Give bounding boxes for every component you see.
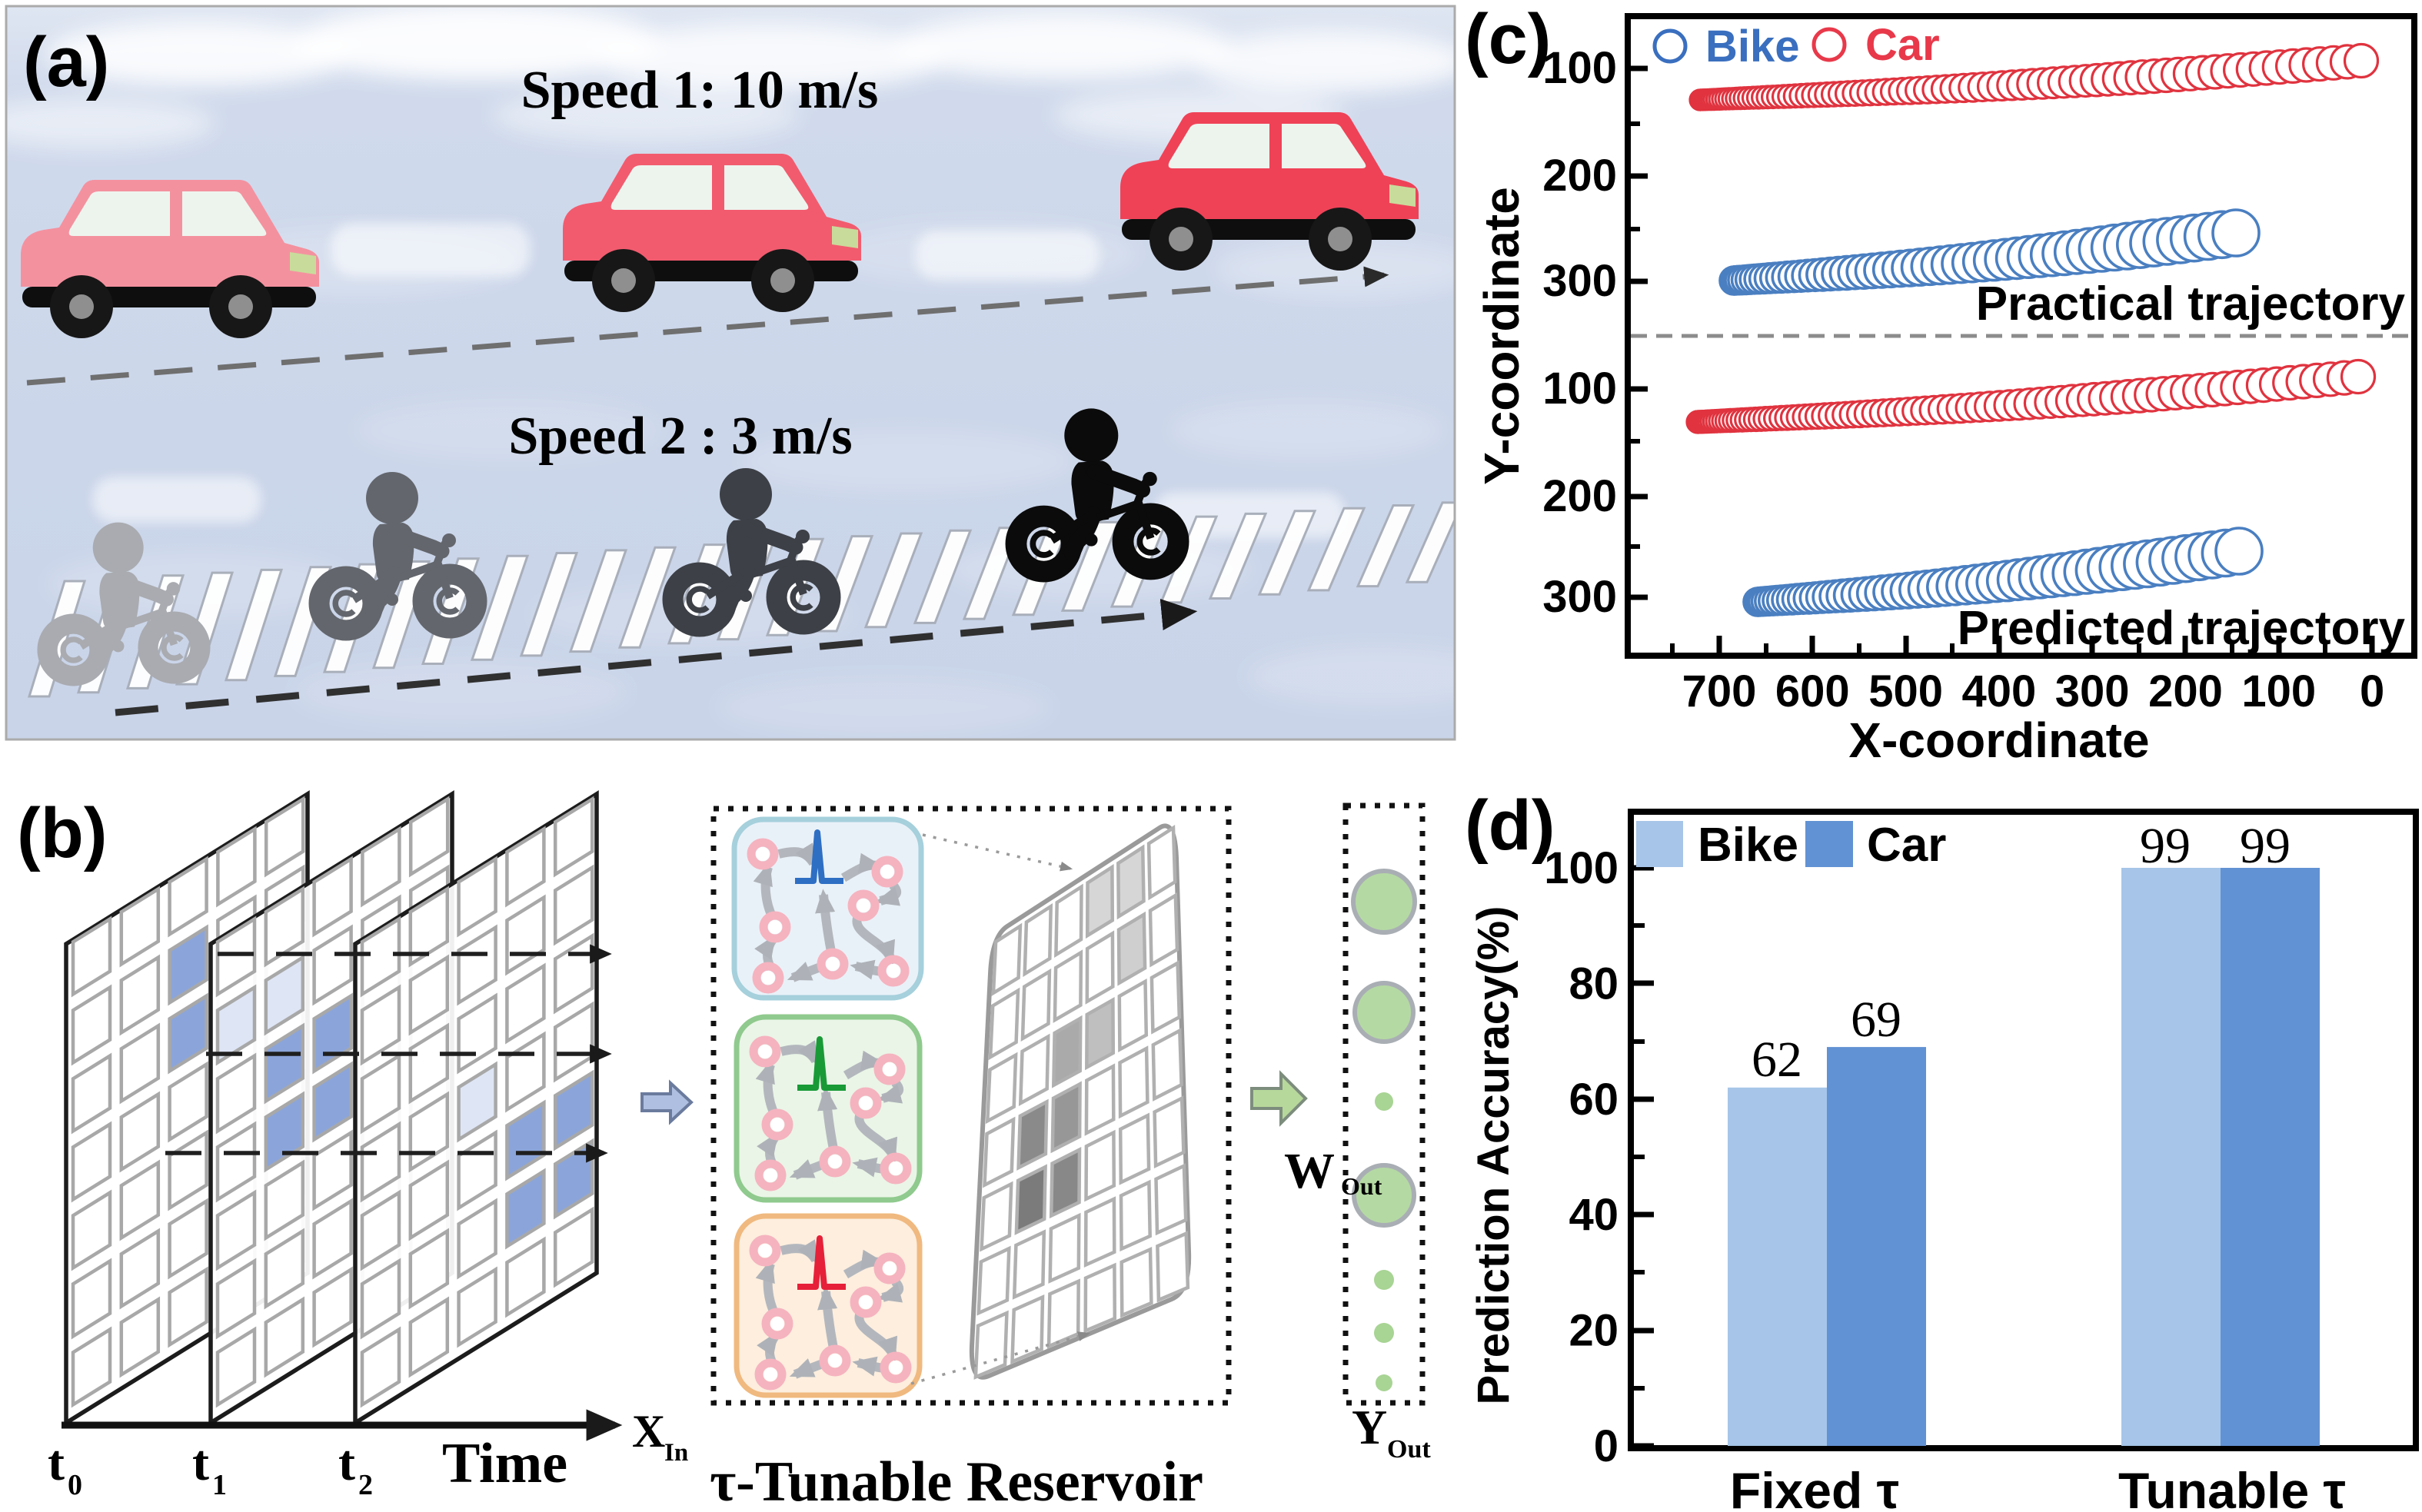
- svg-text:100: 100: [2241, 666, 2316, 716]
- svg-text:Out: Out: [1341, 1172, 1382, 1200]
- svg-text:0: 0: [1594, 1421, 1619, 1471]
- svg-text:20: 20: [1569, 1306, 1619, 1356]
- svg-text:t: t: [48, 1435, 65, 1491]
- svg-text:(a): (a): [23, 23, 109, 101]
- svg-text:X: X: [632, 1406, 665, 1457]
- svg-text:Fixed τ: Fixed τ: [1730, 1462, 1899, 1512]
- svg-text:Bike: Bike: [1698, 819, 1798, 872]
- svg-text:W: W: [1284, 1143, 1335, 1199]
- svg-text:(d): (d): [1465, 786, 1555, 865]
- svg-text:X-coordinate: X-coordinate: [1848, 713, 2149, 768]
- svg-text:t: t: [338, 1435, 355, 1491]
- svg-text:Out: Out: [1387, 1435, 1431, 1464]
- svg-text:60: 60: [1569, 1075, 1619, 1125]
- svg-text:t: t: [192, 1435, 209, 1491]
- svg-text:(c): (c): [1465, 0, 1551, 78]
- svg-text:Car: Car: [1867, 819, 1946, 872]
- svg-text:Prediction Accuracy(%): Prediction Accuracy(%): [1469, 906, 1519, 1405]
- svg-text:500: 500: [1868, 666, 1943, 716]
- svg-text:62: 62: [1752, 1032, 1802, 1088]
- svg-text:Speed 2 : 3 m/s: Speed 2 : 3 m/s: [508, 407, 852, 466]
- svg-text:40: 40: [1569, 1190, 1619, 1240]
- svg-text:In: In: [664, 1439, 688, 1467]
- svg-text:Predicted trajectory: Predicted trajectory: [1958, 602, 2406, 655]
- svg-text:Car: Car: [1865, 20, 1940, 70]
- svg-text:200: 200: [2148, 666, 2223, 716]
- svg-text:600: 600: [1775, 666, 1850, 716]
- svg-text:Practical trajectory: Practical trajectory: [1976, 277, 2406, 331]
- svg-text:700: 700: [1682, 666, 1757, 716]
- svg-text:Y: Y: [1352, 1400, 1387, 1454]
- svg-text:Y-coordinate: Y-coordinate: [1474, 187, 1529, 485]
- svg-text:99: 99: [2140, 818, 2191, 874]
- svg-text:400: 400: [1962, 666, 2037, 716]
- svg-text:99: 99: [2240, 818, 2291, 874]
- svg-text:80: 80: [1569, 959, 1619, 1009]
- svg-text:100: 100: [1544, 843, 1619, 893]
- svg-text:τ-Tunable Reservoir: τ-Tunable Reservoir: [710, 1451, 1203, 1512]
- svg-text:200: 200: [1542, 471, 1617, 521]
- svg-text:0: 0: [68, 1469, 82, 1501]
- svg-text:1: 1: [212, 1469, 227, 1501]
- svg-text:2: 2: [358, 1469, 373, 1501]
- svg-text:Bike: Bike: [1705, 22, 1800, 71]
- svg-text:100: 100: [1542, 364, 1617, 414]
- svg-text:(b): (b): [17, 794, 107, 872]
- svg-text:0: 0: [2360, 666, 2384, 716]
- svg-text:300: 300: [1542, 256, 1617, 306]
- svg-text:300: 300: [1542, 572, 1617, 622]
- svg-text:Time: Time: [442, 1432, 567, 1495]
- svg-text:200: 200: [1542, 151, 1617, 201]
- svg-text:69: 69: [1851, 992, 1901, 1048]
- svg-text:Speed 1: 10 m/s: Speed 1: 10 m/s: [521, 61, 879, 120]
- svg-text:100: 100: [1542, 43, 1617, 93]
- svg-text:300: 300: [2055, 666, 2130, 716]
- svg-text:Tunable τ: Tunable τ: [2118, 1462, 2346, 1512]
